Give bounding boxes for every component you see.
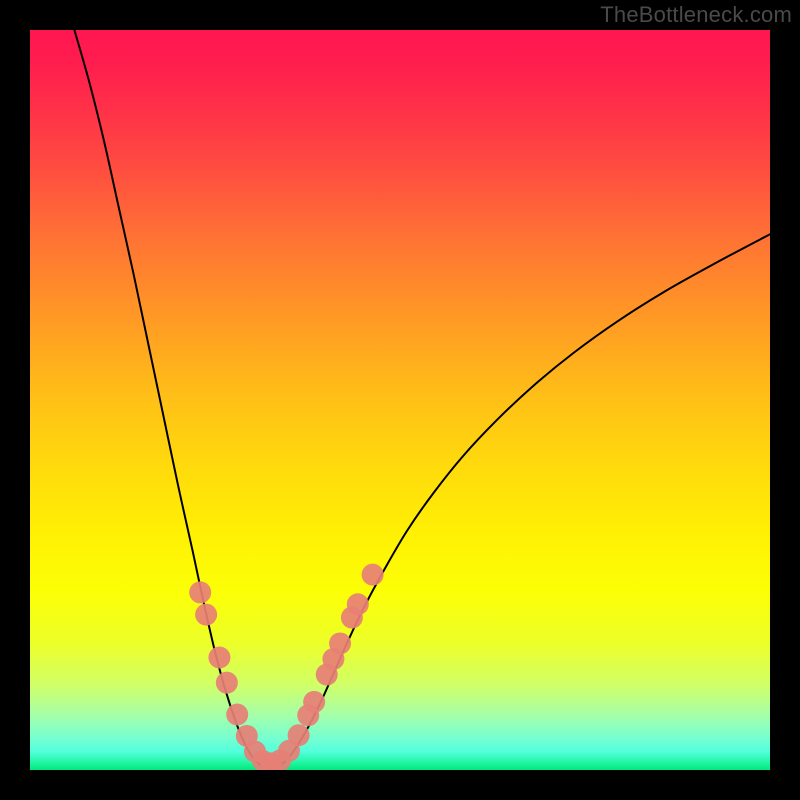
marker-dot [303,691,325,713]
marker-dot [362,564,384,586]
marker-dot [226,704,248,726]
marker-dot [195,604,217,626]
marker-dot [208,647,230,669]
marker-dot [189,581,211,603]
plot-background [30,30,770,770]
marker-dot [347,593,369,615]
plot-svg [0,0,800,800]
marker-dot [288,724,310,746]
marker-dot [329,632,351,654]
marker-dot [216,672,238,694]
stage: TheBottleneck.com [0,0,800,800]
